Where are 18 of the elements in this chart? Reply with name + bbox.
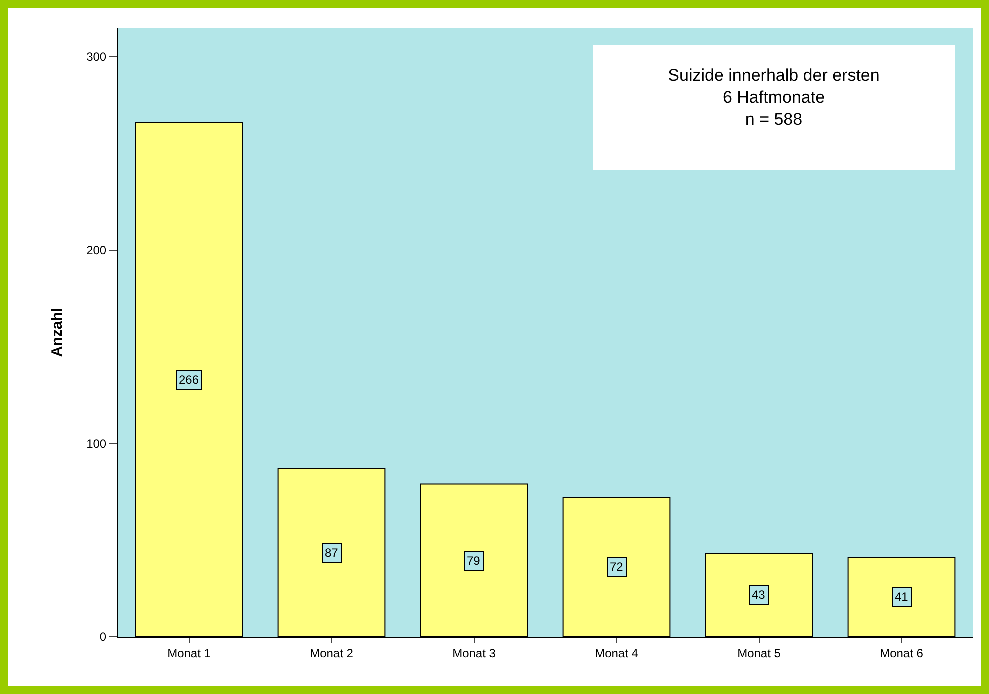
data-label: 266 [179, 373, 200, 387]
data-label: 72 [610, 560, 624, 574]
y-tick-label: 300 [86, 50, 107, 64]
data-label: 43 [752, 588, 766, 602]
x-tick-label: Monat 4 [595, 646, 639, 660]
x-tick-label: Monat 1 [168, 646, 212, 660]
x-tick-label: Monat 5 [738, 646, 782, 660]
y-tick-label: 0 [100, 630, 107, 644]
y-tick-label: 100 [86, 436, 107, 451]
x-tick-label: Monat 6 [880, 646, 924, 660]
data-label: 41 [895, 590, 909, 604]
text-box: Suizide innerhalb der ersten 6 Haftmonate n = 588 [593, 45, 955, 170]
y-tick-label: 200 [86, 244, 107, 258]
y-axis-title: Anzahl [48, 308, 66, 358]
x-tick-label: Monat 2 [310, 646, 354, 660]
x-tick-label: Monat 3 [452, 646, 496, 660]
data-label: 79 [467, 554, 481, 568]
data-label: 87 [325, 546, 339, 560]
